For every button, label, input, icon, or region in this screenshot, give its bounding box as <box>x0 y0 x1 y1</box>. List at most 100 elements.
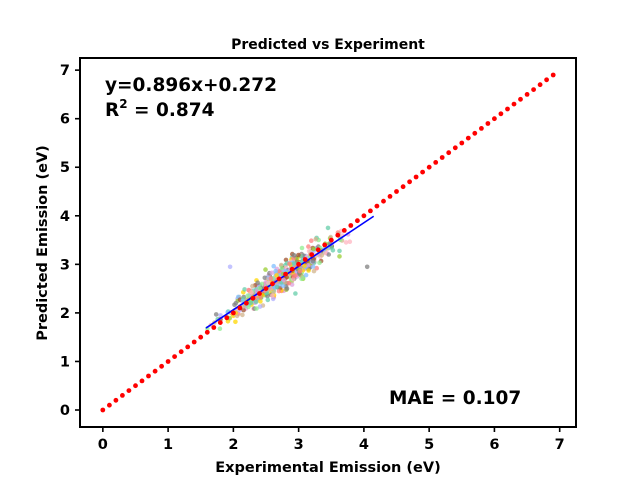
identity-point <box>446 150 452 156</box>
scatter-point <box>305 263 311 268</box>
scatter-points <box>205 225 370 332</box>
identity-point <box>250 295 256 301</box>
x-tick-label: 6 <box>489 437 499 453</box>
scatter-point <box>242 287 247 292</box>
identity-point <box>341 228 347 233</box>
identity-point <box>355 218 360 224</box>
scatter-point <box>280 283 286 289</box>
identity-point <box>459 140 465 146</box>
identity-point <box>120 393 125 398</box>
scatter-point <box>306 268 311 273</box>
x-tick-label: 5 <box>424 437 434 453</box>
identity-point <box>276 276 282 282</box>
scatter-point <box>248 300 254 306</box>
identity-point <box>420 169 425 175</box>
identity-point <box>107 402 112 408</box>
scatter-point <box>218 313 223 318</box>
scatter-point <box>309 238 314 243</box>
r-squared-symbol: R <box>105 100 119 121</box>
identity-point <box>165 359 171 364</box>
x-tick-label: 0 <box>98 437 108 453</box>
scatter-point <box>337 248 342 254</box>
y-tick-label: 7 <box>60 63 70 79</box>
scatter-point <box>241 307 246 313</box>
scatter-point <box>233 300 239 306</box>
scatter-point <box>313 236 319 242</box>
identity-point <box>191 339 197 345</box>
scatter-point <box>258 294 263 300</box>
identity-point <box>146 373 151 379</box>
scatter-point <box>227 264 233 270</box>
scatter-point <box>245 293 250 299</box>
identity-point <box>289 266 295 272</box>
scatter-point <box>274 284 280 290</box>
identity-point <box>361 213 367 219</box>
scatter-point <box>297 268 303 274</box>
scatter-point <box>254 306 259 311</box>
identity-point <box>217 320 223 325</box>
scatter-point <box>213 312 219 317</box>
scatter-point <box>326 252 332 257</box>
scatter-point <box>246 304 251 310</box>
identity-point <box>185 344 191 350</box>
y-tick-label: 1 <box>60 354 70 370</box>
scatter-point <box>233 319 238 325</box>
scatter-point <box>271 289 276 295</box>
identity-point <box>152 368 158 374</box>
identity-point <box>426 164 432 170</box>
identity-point <box>322 242 328 248</box>
identity-point <box>139 378 145 384</box>
scatter-point <box>276 288 282 294</box>
scatter-point <box>266 280 271 286</box>
identity-point <box>100 407 106 413</box>
identity-point <box>244 300 249 306</box>
identity-point <box>335 232 341 238</box>
identity-point <box>452 145 458 151</box>
scatter-point <box>241 304 246 309</box>
scatter-point <box>337 254 342 259</box>
identity-point <box>374 203 380 209</box>
chart-title: Predicted vs Experiment <box>231 37 425 53</box>
identity-point <box>511 101 517 107</box>
scatter-point <box>310 264 316 269</box>
y-tick-label: 0 <box>60 403 70 419</box>
identity-point <box>505 106 510 112</box>
scatter-point <box>302 263 307 269</box>
scatter-point <box>314 265 320 271</box>
identity-point <box>309 252 315 257</box>
x-tick-label: 2 <box>228 437 238 453</box>
r-squared-value: = 0.874 <box>128 100 215 121</box>
identity-point <box>133 383 138 389</box>
identity-point <box>479 125 484 131</box>
scatter-point <box>270 293 275 298</box>
identity-point <box>283 271 288 277</box>
scatter-point <box>347 239 353 244</box>
r-squared-superscript: 2 <box>119 97 127 111</box>
scatter-point <box>217 326 223 332</box>
x-tick-label: 7 <box>555 437 565 453</box>
identity-point <box>368 208 373 214</box>
scatter-point <box>291 253 297 258</box>
scatter-point <box>279 265 285 271</box>
scatter-point <box>263 267 268 272</box>
scatter-point <box>364 264 370 270</box>
identity-point <box>381 198 386 204</box>
y-tick-label: 5 <box>60 160 70 176</box>
scatter-point <box>325 225 331 231</box>
scatter-point <box>293 291 298 296</box>
identity-point <box>537 82 543 88</box>
y-tick-label: 4 <box>60 209 70 225</box>
identity-point <box>159 363 165 369</box>
scatter-point <box>257 286 263 291</box>
scatter-point <box>253 299 259 305</box>
scatter-point <box>287 261 292 267</box>
x-tick-label: 4 <box>359 437 369 453</box>
scatter-point <box>265 297 271 303</box>
identity-point <box>394 189 399 194</box>
identity-point <box>178 349 184 355</box>
identity-point <box>231 310 236 316</box>
identity-point <box>224 315 230 321</box>
y-axis-label: Predicted Emission (eV) <box>35 145 51 341</box>
r-squared: R2 = 0.874 <box>105 97 215 121</box>
scatter-point <box>258 299 263 304</box>
